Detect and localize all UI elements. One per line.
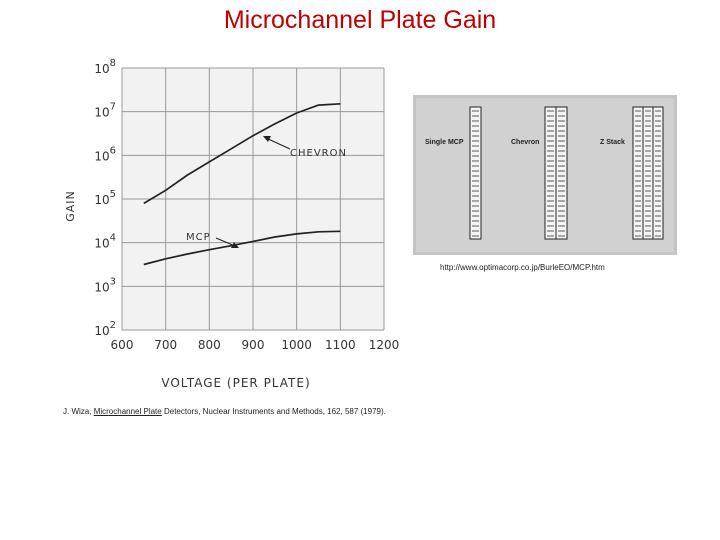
x-tick-label: 800 bbox=[198, 338, 221, 352]
x-tick-label: 1200 bbox=[369, 338, 400, 352]
plate-stacks bbox=[469, 106, 664, 240]
y-tick-label: 103 bbox=[94, 276, 116, 294]
grid bbox=[121, 67, 385, 331]
mcp-arrow bbox=[215, 237, 236, 247]
y-tick-label: 104 bbox=[94, 233, 116, 251]
mcp-configurations-figure: Single MCP Chevron Z Stack bbox=[413, 95, 677, 255]
x-tick-label: 600 bbox=[111, 338, 134, 352]
single-mcp-label: Single MCP bbox=[425, 139, 464, 146]
y-axis-label: GAIN bbox=[64, 190, 77, 222]
mcp-arrowhead bbox=[231, 242, 239, 248]
y-tick-label: 106 bbox=[94, 145, 116, 163]
x-tick-label: 700 bbox=[154, 338, 177, 352]
mcp-annotation: MCP bbox=[186, 232, 211, 243]
series-lines bbox=[143, 102, 341, 266]
source-url: http://www.optimacorp.co.jp/BurleEO/MCP.… bbox=[440, 263, 605, 272]
x-axis-label: VOLTAGE (PER PLATE) bbox=[161, 376, 310, 390]
chevron-annotation: CHEVRON bbox=[290, 148, 347, 159]
series-line-chevron bbox=[143, 102, 341, 205]
mcp-plate bbox=[544, 106, 557, 240]
mcp-plate bbox=[642, 106, 654, 240]
slide-title: Microchannel Plate Gain bbox=[223, 6, 497, 34]
chevron-arrowhead bbox=[263, 136, 271, 142]
x-tick-label: 900 bbox=[242, 338, 265, 352]
citation: J. Wiza, Microchannel Plate Detectors, N… bbox=[63, 407, 386, 416]
z-stack-label: Z Stack bbox=[600, 139, 625, 146]
citation-rest: Detectors, Nuclear Instruments and Metho… bbox=[163, 407, 386, 416]
y-tick-label: 102 bbox=[94, 320, 116, 338]
citation-title: Microchannel Plate bbox=[93, 407, 162, 416]
y-tick-label: 107 bbox=[94, 102, 116, 120]
x-tick-label: 1000 bbox=[281, 338, 312, 352]
chevron-label: Chevron bbox=[511, 139, 539, 146]
y-ticks: 102 103 104 105 106 107 108 bbox=[94, 58, 116, 338]
mcp-plate bbox=[469, 106, 482, 240]
y-tick-label: 108 bbox=[94, 58, 116, 76]
mcp-plate bbox=[652, 106, 664, 240]
x-ticks: 600 700 800 900 1000 1100 1200 bbox=[111, 338, 400, 352]
y-tick-label: 105 bbox=[94, 189, 116, 207]
series-line-mcp bbox=[143, 230, 341, 266]
mcp-plate bbox=[555, 106, 568, 240]
annotations: CHEVRON MCP bbox=[186, 136, 347, 248]
x-tick-label: 1100 bbox=[325, 338, 356, 352]
citation-authors: J. Wiza, bbox=[63, 407, 92, 416]
chevron-arrow bbox=[265, 137, 291, 150]
mcp-plate bbox=[632, 106, 644, 240]
gain-chart: 600 700 800 900 1000 1100 1200 102 103 104 105 106… bbox=[64, 58, 400, 390]
